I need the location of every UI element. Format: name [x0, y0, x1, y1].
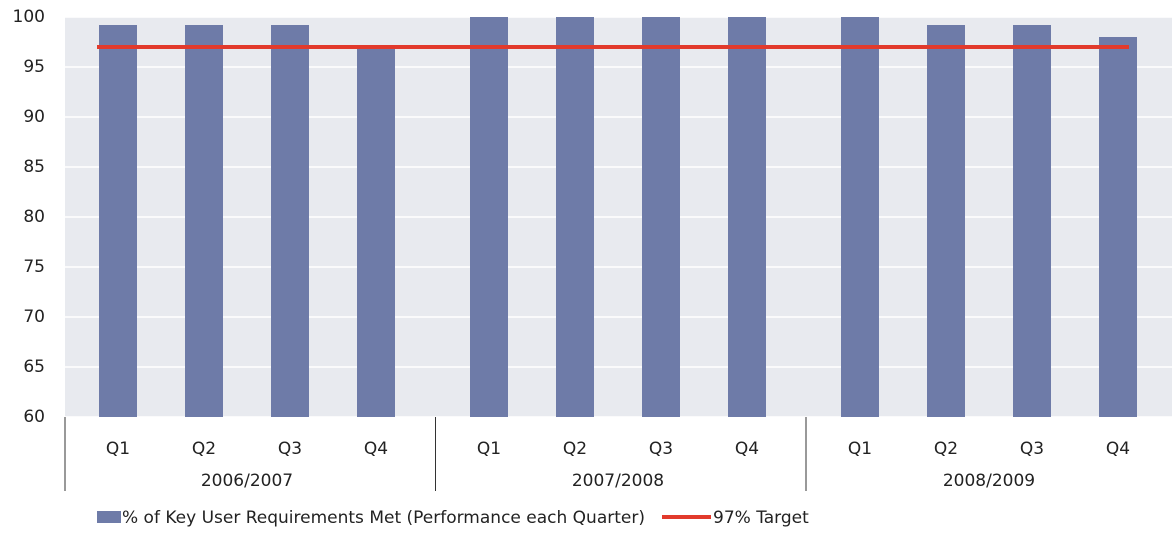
bar: [470, 17, 508, 417]
legend-swatch: [97, 511, 121, 523]
x-tick-label: Q4: [1106, 439, 1130, 459]
x-tick-label: Q3: [1020, 439, 1044, 459]
x-tick-label: Q2: [934, 439, 958, 459]
x-tick-label: Q1: [477, 439, 501, 459]
x-tick-label: Q4: [364, 439, 388, 459]
y-tick-label: 70: [23, 307, 45, 327]
bar: [271, 25, 309, 417]
bar: [1099, 37, 1137, 417]
x-tick-label: Q1: [848, 439, 872, 459]
x-tick-label: Q1: [106, 439, 130, 459]
group-label: 2008/2009: [943, 471, 1035, 491]
y-tick-label: 60: [23, 407, 45, 427]
bar: [841, 17, 879, 417]
y-tick-label: 90: [23, 107, 45, 127]
x-tick-label: Q2: [563, 439, 587, 459]
x-tick-label: Q3: [278, 439, 302, 459]
y-tick-label: 85: [23, 157, 45, 177]
bar: [1013, 25, 1051, 417]
legend-label: % of Key User Requirements Met (Performa…: [122, 508, 645, 528]
bar: [642, 17, 680, 417]
x-tick-label: Q4: [735, 439, 759, 459]
x-tick-label: Q3: [649, 439, 673, 459]
bar: [185, 25, 223, 417]
y-tick-label: 100: [13, 7, 45, 27]
legend-label: 97% Target: [713, 508, 809, 528]
y-tick-label: 95: [23, 57, 45, 77]
group-label: 2007/2008: [572, 471, 664, 491]
y-tick-label: 65: [23, 357, 45, 377]
group-label: 2006/2007: [201, 471, 293, 491]
bar: [728, 17, 766, 417]
bar: [927, 25, 965, 417]
y-tick-label: 75: [23, 257, 45, 277]
bar: [99, 25, 137, 417]
x-tick-label: Q2: [192, 439, 216, 459]
y-tick-label: 80: [23, 207, 45, 227]
bar: [357, 47, 395, 417]
bar: [556, 17, 594, 417]
